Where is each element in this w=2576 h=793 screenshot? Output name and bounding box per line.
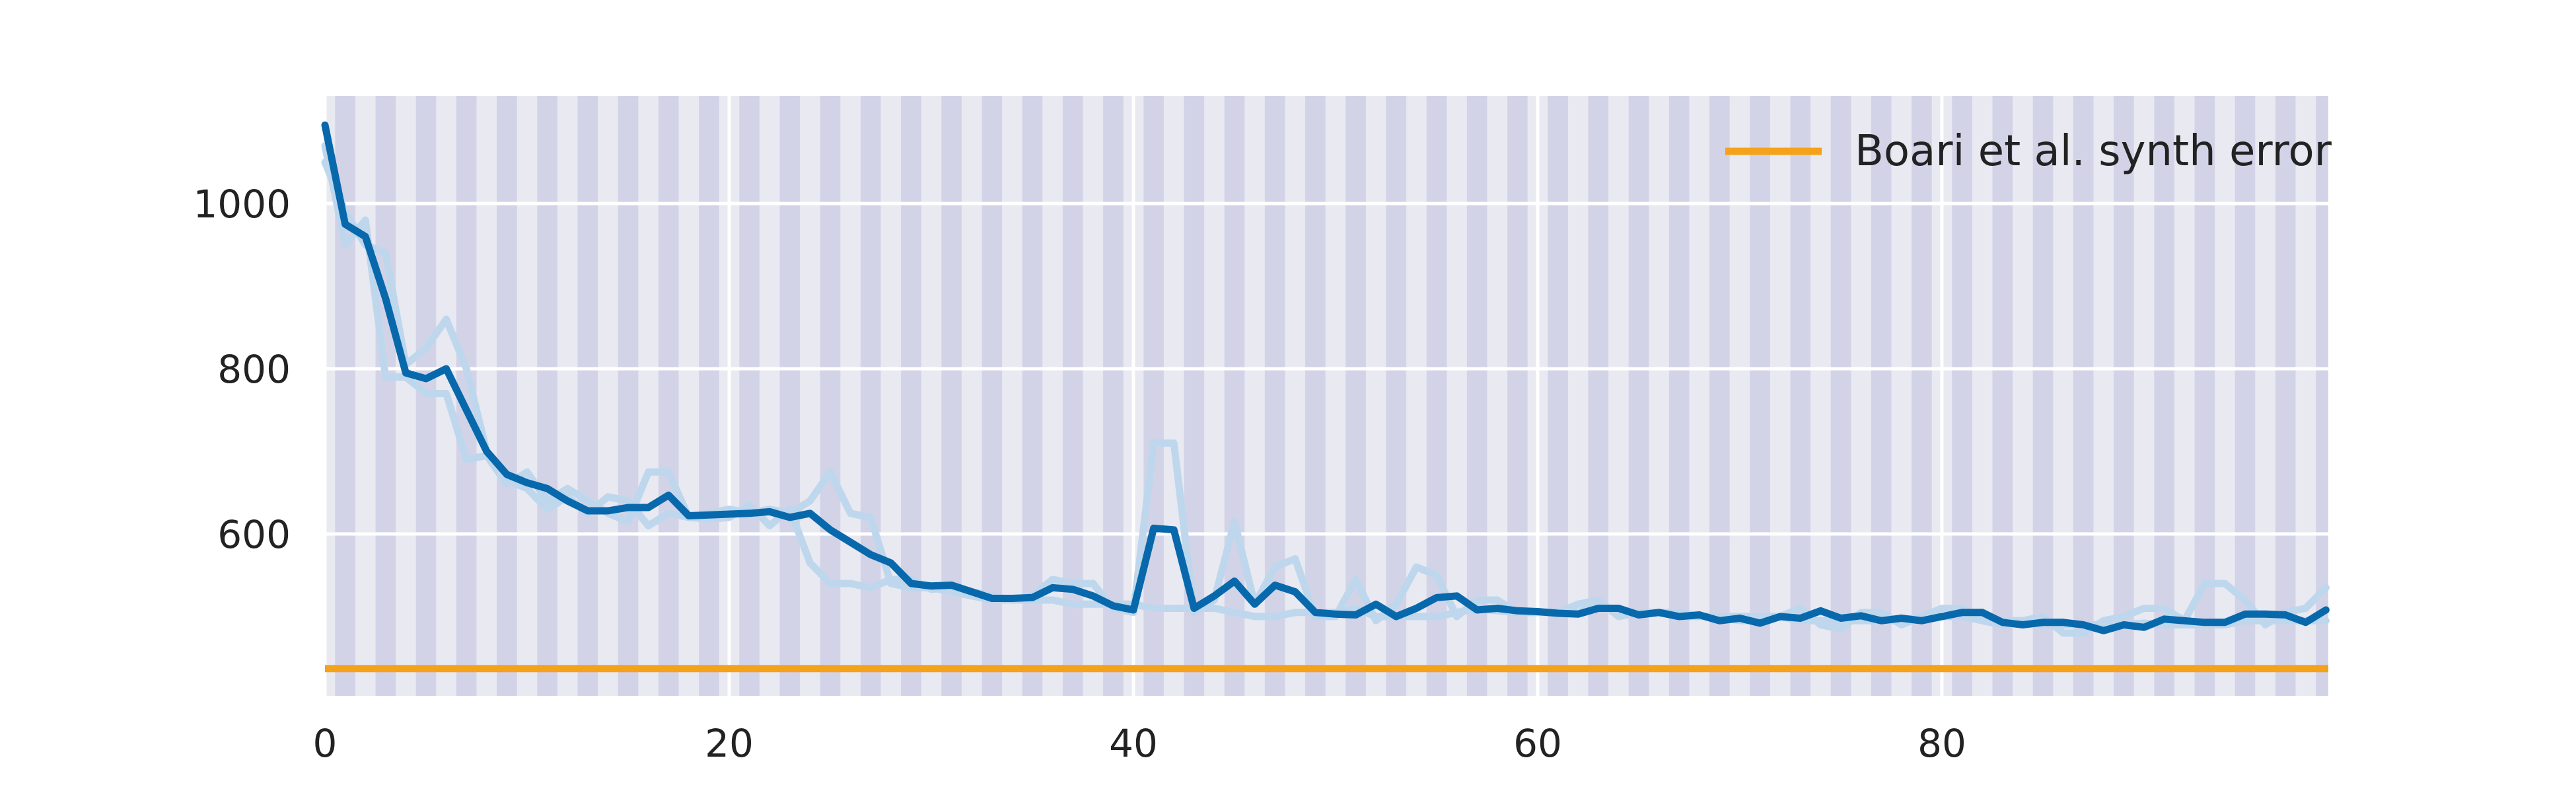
band	[2154, 96, 2174, 696]
band	[1830, 96, 1851, 696]
band	[1992, 96, 2013, 696]
band	[1871, 96, 1892, 696]
band	[739, 96, 760, 696]
series-line-mean	[321, 121, 2330, 634]
band	[2032, 96, 2054, 696]
y-tick-label: 600	[217, 512, 291, 557]
band	[1466, 96, 1487, 696]
band	[1790, 96, 1811, 696]
band	[1709, 96, 1730, 696]
band	[1062, 96, 1083, 696]
band	[1628, 96, 1649, 696]
band	[618, 96, 639, 696]
band	[901, 96, 921, 696]
band	[2114, 96, 2134, 696]
band	[2194, 96, 2215, 696]
legend: Boari et al. synth error	[1725, 127, 2332, 176]
band	[1588, 96, 1609, 696]
band	[1426, 96, 1447, 696]
y-tick-label: 800	[217, 347, 291, 392]
legend-label-boari: Boari et al. synth error	[1855, 127, 2332, 176]
x-tick-label: 20	[705, 721, 754, 766]
band	[2073, 96, 2094, 696]
band	[658, 96, 679, 696]
band	[1548, 96, 1568, 696]
y-tick-label: 1000	[193, 182, 291, 227]
band	[982, 96, 1003, 696]
band	[779, 96, 801, 696]
band	[941, 96, 962, 696]
band	[497, 96, 517, 696]
x-tick-label: 60	[1513, 721, 1562, 766]
band	[1912, 96, 1932, 696]
band	[1224, 96, 1245, 696]
band	[1952, 96, 1972, 696]
band	[577, 96, 598, 696]
band	[860, 96, 881, 696]
x-axis-tick-labels: 0 20 40 60 80	[313, 721, 1966, 766]
band	[1022, 96, 1043, 696]
band	[2275, 96, 2296, 696]
x-tick-label: 80	[1917, 721, 1966, 766]
band	[375, 96, 396, 696]
band	[699, 96, 719, 696]
band	[1750, 96, 1770, 696]
data-series	[321, 121, 2330, 637]
band	[1264, 96, 1285, 696]
band	[1668, 96, 1690, 696]
x-tick-label: 0	[313, 721, 338, 766]
band	[1143, 96, 1164, 696]
y-axis-tick-labels: 600 800 1000	[193, 182, 291, 557]
x-tick-label: 40	[1109, 721, 1158, 766]
band	[820, 96, 841, 696]
band	[537, 96, 557, 696]
band	[2316, 96, 2328, 696]
band	[1507, 96, 1528, 696]
